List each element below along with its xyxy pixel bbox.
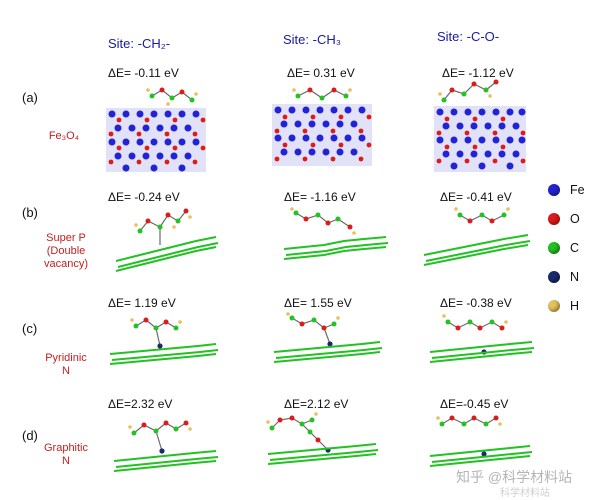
o-atom-icon xyxy=(548,213,560,225)
structure-graphitic-ch3 xyxy=(266,412,379,465)
graphene-slab xyxy=(429,341,535,363)
row-letter-c: (c) xyxy=(22,321,38,336)
structure-superp-ch3 xyxy=(283,207,389,260)
legend-item-n: N xyxy=(548,270,585,284)
legend-item-fe: Fe xyxy=(548,183,585,197)
adsorbate-molecule xyxy=(271,417,327,449)
material-line: Pyridinic xyxy=(45,352,87,364)
graphene-slab xyxy=(113,450,219,472)
adsorbate-atoms xyxy=(286,312,340,347)
graphene-slab xyxy=(283,236,389,260)
energy-d-ch2: ΔE=2.32 eV xyxy=(108,397,173,411)
material-line: N xyxy=(62,365,70,377)
column-header-ch2: Site: -CH₂- xyxy=(108,36,171,51)
structure-fe3o4-co xyxy=(434,79,526,172)
legend-label: O xyxy=(570,212,580,226)
structure-pyridinic-ch2 xyxy=(109,317,219,365)
material-label-graphitic-n: Graphitic N xyxy=(36,442,96,468)
row-letter-a: (a) xyxy=(22,90,38,105)
fe-atom-icon xyxy=(548,184,560,196)
adsorbate-atoms xyxy=(292,87,352,101)
column-header-ch3: Site: -CH₃ xyxy=(283,32,342,47)
adsorbate-atoms xyxy=(438,79,499,103)
legend-label: Fe xyxy=(570,183,585,197)
legend-label: N xyxy=(570,270,580,284)
graphene-slab xyxy=(429,445,533,467)
graphene-slab xyxy=(109,343,219,365)
material-line: Super P xyxy=(46,232,86,244)
adsorbate-atoms xyxy=(128,420,192,454)
energy-a-ch3: ΔE= 0.31 eV xyxy=(287,66,355,80)
legend-label: C xyxy=(570,241,580,255)
energy-c-ch2: ΔE= 1.19 eV xyxy=(108,296,176,310)
material-line: N xyxy=(62,455,70,467)
adsorbate-atoms xyxy=(146,87,198,106)
row-letter-d: (d) xyxy=(22,428,38,443)
structure-superp-ch2 xyxy=(115,208,219,272)
material-line: vacancy) xyxy=(43,258,89,270)
graphene-slab xyxy=(273,341,383,363)
energy-c-ch3: ΔE= 1.55 eV xyxy=(284,296,352,310)
adsorbate-atoms xyxy=(454,207,510,224)
row-letter-b: (b) xyxy=(22,205,38,220)
structure-pyridinic-ch3 xyxy=(273,312,383,363)
legend: Fe O C N H xyxy=(548,183,585,313)
legend-item-c: C xyxy=(548,241,585,255)
c-atom-icon xyxy=(548,242,560,254)
watermark-sub: 科学材料站 xyxy=(500,488,550,499)
column-header-co: Site: -C-O- xyxy=(437,29,500,44)
adsorbate-atoms xyxy=(130,317,182,349)
energy-b-ch3: ΔE= -1.16 eV xyxy=(284,190,356,204)
adsorbate-molecule xyxy=(139,210,187,245)
adsorbate-atoms xyxy=(290,207,356,235)
n-atom-icon xyxy=(548,271,560,283)
energy-c-co: ΔE= -0.38 eV xyxy=(440,296,512,310)
structure-fe3o4-ch2 xyxy=(106,87,206,172)
energy-a-ch2: ΔE= -0.11 eV xyxy=(108,66,179,80)
structure-fe3o4-ch3 xyxy=(272,87,372,166)
structure-graphitic-co xyxy=(429,415,533,467)
structure-superp-co xyxy=(423,207,531,266)
graphene-slab xyxy=(423,234,531,266)
material-label-pyridinic-n: Pyridinic N xyxy=(36,352,96,378)
energy-b-ch2: ΔE= -0.24 eV xyxy=(108,190,180,204)
energy-d-ch3: ΔE=2.12 eV xyxy=(284,397,349,411)
graphene-slab xyxy=(267,443,379,465)
material-line: (Double xyxy=(46,245,86,257)
watermark: 知乎 @科学材料站 xyxy=(456,469,573,485)
material-line: Graphitic xyxy=(43,442,89,454)
h-atom-icon xyxy=(548,300,560,312)
adsorbate-atoms xyxy=(442,314,508,355)
adsorbate-molecule xyxy=(135,319,177,347)
fe3o4-lattice xyxy=(106,108,206,172)
fe3o4-lattice xyxy=(272,104,372,166)
energy-a-co: ΔE= -1.12 eV xyxy=(442,66,514,80)
graphene-slab xyxy=(115,236,219,272)
energy-b-co: ΔE= -0.41 eV xyxy=(440,190,512,204)
structure-graphitic-ch2 xyxy=(113,420,219,472)
legend-item-h: H xyxy=(548,299,585,313)
material-label-fe3o4: Fe₃O₄ xyxy=(36,130,92,143)
legend-label: H xyxy=(570,299,580,313)
adsorbate-molecule xyxy=(133,422,187,452)
material-label-super-p: Super P (Double vacancy) xyxy=(36,232,96,271)
energy-d-co: ΔE=-0.45 eV xyxy=(440,397,509,411)
structure-pyridinic-co xyxy=(429,314,535,363)
material-line: Fe₃O₄ xyxy=(48,130,80,142)
adsorbate-atoms xyxy=(436,415,502,457)
fe3o4-lattice xyxy=(434,106,526,172)
legend-item-o: O xyxy=(548,212,585,226)
adsorbate-atoms xyxy=(134,208,192,234)
adsorbate-atoms xyxy=(266,412,331,453)
